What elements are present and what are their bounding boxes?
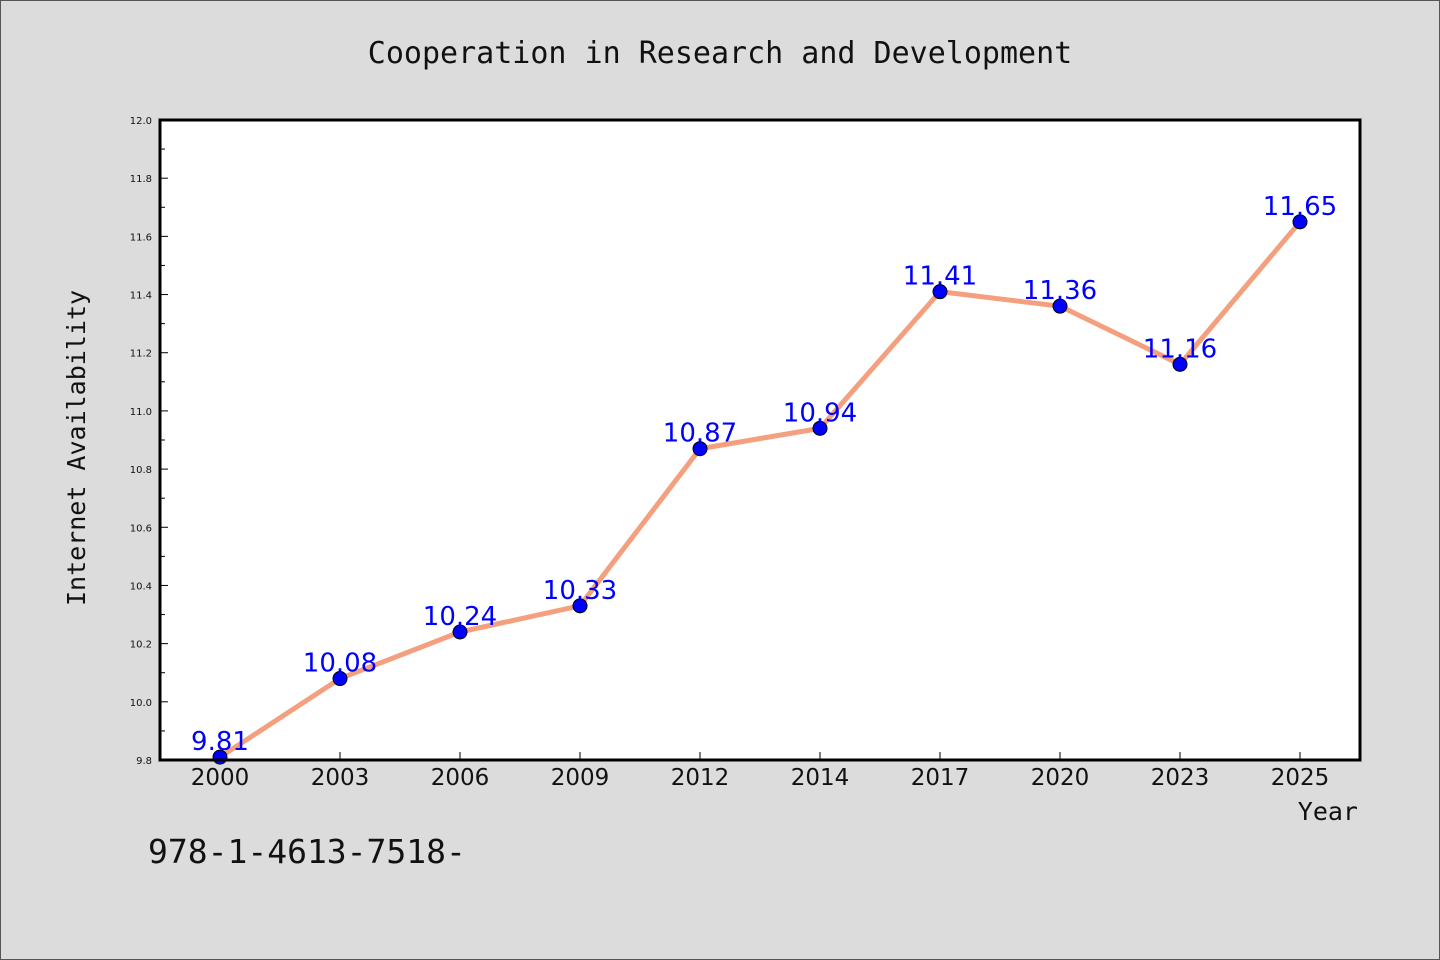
data-point	[1292, 214, 1308, 230]
y-axis-label: Internet Availability	[62, 290, 91, 606]
y-tick-label: 10.6	[130, 523, 152, 534]
data-label: 10.94	[783, 398, 857, 428]
y-tick-label: 11.0	[130, 407, 152, 418]
x-tick-label: 2017	[911, 765, 970, 791]
y-axis-ticks: 9.8 10.0 10.2 10.4 10.6 10.8 11.0 11.2 11.4 11.6 1…	[130, 116, 168, 767]
data-label: 11.41	[903, 262, 977, 292]
x-tick-label: 2023	[1151, 765, 1210, 791]
data-point	[452, 624, 468, 640]
y-tick-label: 10.0	[130, 698, 152, 709]
y-tick-label: 11.8	[130, 174, 152, 185]
chart-title: Cooperation in Research and Development	[368, 36, 1072, 71]
data-point	[932, 284, 948, 300]
y-tick-label: 11.2	[130, 349, 152, 360]
data-point	[572, 598, 588, 614]
x-tick-label: 2020	[1031, 765, 1090, 791]
y-tick-label: 11.6	[130, 232, 152, 243]
isbn-text: 978-1-4613-7518-	[148, 832, 466, 871]
data-label: 10.08	[303, 649, 377, 679]
x-tick-label: 2014	[791, 765, 850, 791]
y-tick-label: 12.0	[130, 116, 152, 127]
data-label: 11.16	[1143, 334, 1217, 364]
y-tick-label: 9.8	[136, 756, 152, 767]
series-markers	[212, 214, 1308, 765]
x-tick-label: 2012	[671, 765, 730, 791]
data-point	[692, 441, 708, 457]
x-tick-label: 2025	[1271, 765, 1330, 791]
x-tick-label: 2006	[431, 765, 490, 791]
series-line	[217, 219, 1303, 760]
y-tick-label: 10.2	[130, 640, 152, 651]
y-tick-label: 11.4	[130, 291, 152, 302]
x-axis-ticks: 2000 2003 2006 2009 2012 2014 2017 2020 2023 2025	[191, 752, 1330, 791]
data-labels: 9.81 10.08 10.24 10.33 10.87 10.94 11.41 11.36 1…	[191, 192, 1337, 757]
data-label: 10.24	[423, 602, 497, 632]
data-label: 11.65	[1263, 192, 1337, 222]
data-point	[1172, 356, 1188, 372]
x-tick-label: 2000	[191, 765, 250, 791]
data-point	[332, 671, 348, 687]
data-label: 10.33	[543, 576, 617, 606]
data-label: 11.36	[1023, 276, 1097, 306]
series-polyline	[217, 219, 1303, 760]
y-tick-label: 10.8	[130, 465, 152, 476]
data-label: 9.81	[191, 727, 249, 757]
plot-border	[158, 118, 1362, 762]
data-point	[1052, 298, 1068, 314]
x-tick-label: 2003	[311, 765, 370, 791]
y-tick-label: 10.4	[130, 581, 152, 592]
x-tick-label: 2009	[551, 765, 610, 791]
x-axis-label: Year	[1298, 797, 1358, 826]
data-label: 10.87	[663, 419, 737, 449]
data-point	[812, 420, 828, 436]
